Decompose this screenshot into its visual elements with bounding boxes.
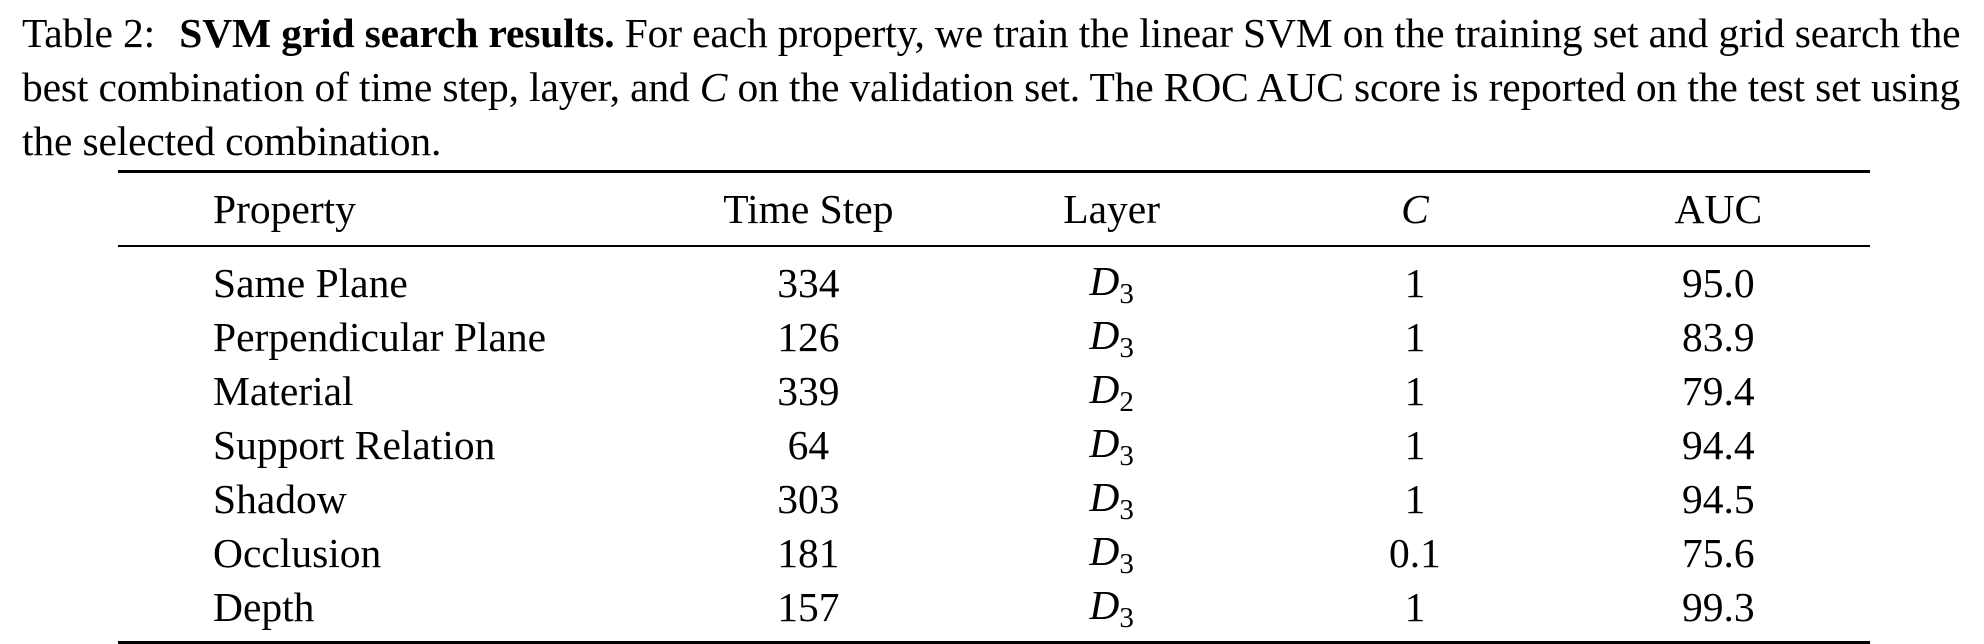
cell-c: 1: [1404, 260, 1426, 306]
table-row: Support Relation 64 D3 1 94.4: [118, 419, 1870, 473]
cell-layer: D3: [960, 527, 1263, 581]
table-caption: Table 2: SVM grid search results. For ea…: [22, 6, 1962, 168]
cell-auc: 94.4: [1682, 422, 1755, 468]
table-body: Same Plane 334 D3 1 95.0 Perpendicular Plane 1…: [118, 246, 1870, 643]
cell-c: 1: [1404, 476, 1426, 522]
cell-layer: D3: [960, 311, 1263, 365]
layer-symbol: D: [1089, 365, 1120, 412]
table-row: Occlusion 181 D3 0.1 75.6: [118, 527, 1870, 581]
layer-symbol: D: [1089, 581, 1120, 628]
layer-subscript: 3: [1119, 493, 1134, 526]
cell-c: 1: [1404, 314, 1426, 360]
caption-label: Table 2:: [22, 10, 156, 56]
caption-math-symbol: C: [699, 64, 728, 110]
layer-subscript: 3: [1119, 601, 1134, 634]
cell-property: Depth: [213, 584, 315, 630]
cell-time-step: 181: [777, 530, 840, 576]
layer-symbol: D: [1089, 527, 1120, 574]
cell-layer: D2: [960, 365, 1263, 419]
layer-subscript: 2: [1119, 385, 1134, 418]
cell-time-step: 339: [777, 368, 840, 414]
cell-layer: D3: [960, 246, 1263, 311]
cell-property: Support Relation: [213, 422, 496, 468]
cell-property: Shadow: [213, 476, 347, 522]
cell-auc: 75.6: [1682, 530, 1755, 576]
cell-property: Same Plane: [213, 260, 408, 306]
table-row: Depth 157 D3 1 99.3: [118, 581, 1870, 643]
caption-text-part2: on the validation set. The ROC AUC score…: [22, 64, 1961, 164]
layer-subscript: 3: [1119, 277, 1134, 310]
cell-auc: 99.3: [1682, 584, 1755, 630]
caption-title: SVM grid search results.: [179, 10, 615, 56]
table-row: Material 339 D2 1 79.4: [118, 365, 1870, 419]
cell-time-step: 64: [787, 422, 830, 468]
cell-layer: D3: [960, 581, 1263, 643]
layer-subscript: 3: [1119, 439, 1134, 472]
table-row: Same Plane 334 D3 1 95.0: [118, 246, 1870, 311]
layer-subscript: 3: [1119, 547, 1134, 580]
cell-c: 1: [1404, 422, 1426, 468]
layer-subscript: 3: [1119, 331, 1134, 364]
table-row: Perpendicular Plane 126 D3 1 83.9: [118, 311, 1870, 365]
header-c: C: [1263, 171, 1567, 247]
cell-c: 1: [1404, 368, 1426, 414]
table-row: Shadow 303 D3 1 94.5: [118, 473, 1870, 527]
layer-symbol: D: [1089, 311, 1120, 358]
header-property: Property: [118, 171, 657, 247]
cell-property: Perpendicular Plane: [213, 314, 547, 360]
cell-time-step: 157: [777, 584, 840, 630]
layer-symbol: D: [1089, 473, 1120, 520]
header-auc: AUC: [1566, 171, 1870, 247]
cell-time-step: 334: [777, 260, 840, 306]
results-table: Property Time Step Layer C AUC Same Plan…: [118, 170, 1870, 644]
header-row: Property Time Step Layer C AUC: [118, 171, 1870, 247]
cell-property: Material: [213, 368, 354, 414]
cell-c: 0.1: [1389, 530, 1441, 576]
cell-auc: 95.0: [1682, 260, 1755, 306]
cell-time-step: 303: [777, 476, 840, 522]
cell-auc: 79.4: [1682, 368, 1755, 414]
layer-symbol: D: [1089, 257, 1120, 304]
cell-auc: 83.9: [1682, 314, 1755, 360]
layer-symbol: D: [1089, 419, 1120, 466]
cell-time-step: 126: [777, 314, 840, 360]
cell-layer: D3: [960, 419, 1263, 473]
cell-auc: 94.5: [1682, 476, 1755, 522]
cell-layer: D3: [960, 473, 1263, 527]
header-time-step: Time Step: [656, 171, 960, 247]
cell-property: Occlusion: [213, 530, 382, 576]
caption-text-part1: For each property, we train the linear S…: [22, 10, 1961, 110]
header-layer: Layer: [960, 171, 1264, 247]
cell-c: 1: [1404, 584, 1426, 630]
table-header: Property Time Step Layer C AUC: [118, 171, 1870, 247]
